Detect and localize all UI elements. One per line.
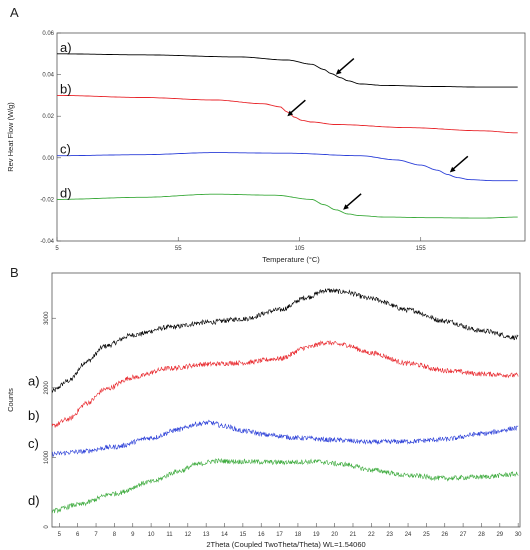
xrd-chart: 0 1000 2000 3000 5 6 7 8 9 10 11 12 13 14 15 16 17 18 19 2… [6, 272, 522, 549]
dsc-x-tick-label: 105 [294, 246, 305, 252]
xrd-y-axis-label: Counts [6, 388, 15, 412]
dsc-y-axis-label: Rev Heat Flow (W/g) [6, 102, 15, 172]
xrd-x-tick-label: 14 [221, 532, 228, 538]
xrd-x-tick-label: 22 [368, 532, 375, 538]
transition-arrow-head [449, 166, 456, 173]
dsc-line-3 [57, 152, 518, 182]
xrd-series-label: a) [28, 373, 40, 388]
xrd-x-tick-label: 5 [58, 532, 62, 538]
xrd-x-tick-label: 27 [460, 532, 467, 538]
panel-b-label: B [10, 265, 19, 280]
transition-arrow-head [287, 110, 294, 117]
dsc-y-tick-label: 0.02 [42, 114, 54, 120]
dsc-y-ticks: -0.04 -0.02 0.00 0.02 0.04 0.06 [40, 31, 61, 245]
xrd-y-tick-label: 2000 [44, 380, 50, 394]
xrd-y-tick-label: 3000 [44, 311, 50, 325]
dsc-y-tick-label: 0.00 [42, 156, 54, 162]
transition-arrow [345, 193, 362, 208]
dsc-x-tick-label: 5 [55, 246, 59, 252]
dsc-y-tick-label: -0.02 [40, 197, 54, 203]
xrd-x-tick-label: 26 [441, 532, 448, 538]
dsc-series-label: b) [60, 81, 72, 96]
transition-arrow-head [343, 204, 349, 210]
xrd-series-label: d) [28, 493, 40, 508]
xrd-x-tick-label: 29 [496, 532, 503, 538]
dsc-series-label: c) [60, 142, 71, 157]
xrd-x-tick-label: 8 [113, 532, 117, 538]
dsc-x-ticks: 5 55 105 155 [55, 237, 426, 252]
xrd-x-tick-label: 6 [76, 532, 80, 538]
transition-arrow-head [335, 69, 342, 75]
transition-arrow [338, 58, 355, 73]
dsc-series-label: a) [60, 40, 72, 55]
xrd-line-4 [51, 458, 519, 514]
xrd-y-ticks: 0 1000 2000 3000 [44, 311, 56, 529]
dsc-x-axis-label: Temperature (°C) [262, 255, 320, 264]
xrd-x-tick-label: 10 [148, 532, 155, 538]
xrd-x-tick-label: 12 [184, 532, 191, 538]
xrd-x-ticks: 5 6 7 8 9 10 11 12 13 14 15 16 17 18 19 20 21 22 23 24 25 26 2… [58, 523, 522, 538]
xrd-x-tick-label: 17 [276, 532, 283, 538]
xrd-x-tick-label: 21 [350, 532, 357, 538]
xrd-x-tick-label: 25 [423, 532, 430, 538]
dsc-line-2 [57, 94, 518, 134]
transition-arrow [452, 155, 469, 170]
dsc-y-tick-label: 0.04 [42, 73, 54, 79]
xrd-x-tick-label: 15 [240, 532, 247, 538]
xrd-x-tick-label: 30 [515, 532, 522, 538]
xrd-x-tick-label: 20 [331, 532, 338, 538]
dsc-series-label: d) [60, 185, 72, 200]
xrd-x-tick-label: 24 [405, 532, 412, 538]
dsc-series [57, 53, 518, 219]
dsc-y-tick-label: -0.04 [40, 239, 54, 245]
xrd-line-3 [51, 419, 519, 457]
xrd-x-tick-label: 13 [203, 532, 210, 538]
xrd-series-label: c) [28, 436, 39, 451]
dsc-line-1 [57, 53, 518, 88]
dsc-arrows [287, 58, 469, 210]
xrd-series [51, 287, 519, 514]
xrd-plot-frame [51, 272, 521, 528]
xrd-series-labels: a) b) c) d) [28, 373, 40, 508]
transition-arrow [289, 99, 306, 114]
xrd-x-tick-label: 11 [166, 532, 173, 538]
xrd-x-tick-label: 9 [131, 532, 135, 538]
xrd-x-tick-label: 23 [386, 532, 393, 538]
dsc-x-tick-label: 55 [175, 246, 182, 252]
dsc-plot-frame [56, 32, 526, 242]
xrd-x-tick-label: 19 [313, 532, 320, 538]
xrd-line-1 [51, 287, 519, 394]
xrd-x-tick-label: 28 [478, 532, 485, 538]
xrd-x-tick-label: 7 [94, 532, 98, 538]
xrd-x-tick-label: 18 [295, 532, 302, 538]
dsc-line-4 [57, 193, 518, 219]
dsc-x-tick-label: 155 [416, 246, 427, 252]
xrd-y-tick-label: 0 [44, 525, 50, 529]
dsc-series-labels: a) b) c) d) [60, 40, 72, 201]
xrd-series-label: b) [28, 408, 40, 423]
xrd-line-2 [51, 340, 519, 428]
xrd-x-tick-label: 16 [258, 532, 265, 538]
xrd-y-tick-label: 1000 [44, 450, 50, 464]
xrd-x-axis-label: 2Theta (Coupled TwoTheta/Theta) WL=1.540… [206, 540, 365, 549]
dsc-y-tick-label: 0.06 [42, 31, 54, 37]
dsc-chart: -0.04-0.020.000.020.040.06 5 55 105 155 a)b… [6, 31, 526, 264]
panel-a-label: A [10, 5, 19, 20]
